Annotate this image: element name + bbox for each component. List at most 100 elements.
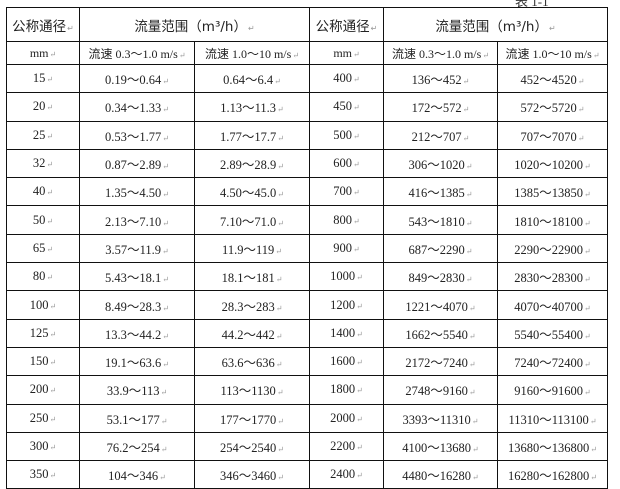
cell-flow-low-left: 0.34～1.33 xyxy=(79,92,195,122)
table-row: 15019.1～63.663.6～63616002172～72407240～72… xyxy=(6,346,608,377)
cell-flow-low-right: 1662～5540 xyxy=(383,318,498,348)
cell-flow-high-right: 16280～162800 xyxy=(497,460,608,489)
cell-flow-low-left: 104～346 xyxy=(79,460,195,489)
cell-flow-high-right: 2830～28300 xyxy=(497,262,608,292)
cell-dn-right: 1400 xyxy=(309,318,384,348)
cell-dn-right: 450 xyxy=(309,92,384,122)
cell-dn-right: 1000 xyxy=(309,262,384,292)
cell-flow-low-right: 849～2830 xyxy=(383,262,498,292)
cell-dn-left: 32 xyxy=(6,148,80,179)
cell-flow-high-left: 18.1～181 xyxy=(194,262,310,292)
header-dn-left: 公称通径 xyxy=(6,7,80,42)
cell-dn-right: 1200 xyxy=(309,290,384,320)
cell-dn-right: 600 xyxy=(309,148,384,179)
cell-flow-high-left: 4.50～45.0 xyxy=(194,177,310,207)
cell-flow-high-right: 452～4520 xyxy=(497,63,608,94)
cell-dn-left: 100 xyxy=(6,290,80,320)
cell-flow-high-left: 28.3～283 xyxy=(194,290,310,320)
cell-flow-low-right: 1221～4070 xyxy=(383,290,498,320)
cell-flow-high-left: 254～2540 xyxy=(194,431,310,462)
cell-flow-low-right: 3393～11310 xyxy=(383,403,498,433)
cell-dn-right: 2400 xyxy=(309,460,384,489)
cell-flow-low-right: 2172～7240 xyxy=(383,346,498,377)
cell-flow-low-left: 0.19～0.64 xyxy=(79,63,195,94)
table-caption: 表 1-1 xyxy=(515,0,549,9)
cell-flow-high-right: 4070～40700 xyxy=(497,290,608,320)
cell-flow-high-left: 0.64～6.4 xyxy=(194,63,310,94)
cell-flow-low-left: 0.87～2.89 xyxy=(79,148,195,179)
cell-flow-high-left: 1.13～11.3 xyxy=(194,92,310,122)
cell-flow-low-left: 5.43～18.1 xyxy=(79,262,195,292)
header-velocity-low-right: 流速 0.3～1.0 m/s xyxy=(383,41,498,65)
cell-dn-right: 400 xyxy=(309,63,384,94)
cell-flow-low-right: 306～1020 xyxy=(383,148,498,179)
cell-flow-high-left: 346～3460 xyxy=(194,460,310,489)
cell-flow-low-right: 4480～16280 xyxy=(383,460,498,489)
cell-flow-low-left: 53.1～177 xyxy=(79,403,195,433)
table-row: 1008.49～28.328.3～28312001221～40704070～40… xyxy=(6,290,608,320)
cell-flow-high-right: 7240～72400 xyxy=(497,346,608,377)
cell-dn-right: 1600 xyxy=(309,346,384,377)
table-row: 350104～346346～346024004480～1628016280～16… xyxy=(6,460,608,489)
cell-flow-low-right: 172～572 xyxy=(383,92,498,122)
cell-dn-right: 800 xyxy=(309,205,384,235)
cell-dn-left: 15 xyxy=(6,63,80,94)
cell-flow-low-left: 1.35～4.50 xyxy=(79,177,195,207)
cell-dn-left: 300 xyxy=(6,431,80,462)
cell-flow-low-left: 13.3～44.2 xyxy=(79,318,195,348)
cell-dn-left: 20 xyxy=(6,92,80,122)
cell-dn-left: 200 xyxy=(6,375,80,405)
cell-flow-high-right: 1385～13850 xyxy=(497,177,608,207)
cell-dn-left: 40 xyxy=(6,177,80,207)
header-flow-right: 流量范围（m³/h） xyxy=(383,7,608,42)
cell-dn-right: 2000 xyxy=(309,403,384,433)
table-row: 20033.9～113113～113018002748～91609160～916… xyxy=(6,375,608,405)
cell-flow-high-left: 44.2～442 xyxy=(194,318,310,348)
table-row: 320.87～2.892.89～28.9600306～10201020～1020… xyxy=(6,148,608,179)
cell-flow-low-left: 8.49～28.3 xyxy=(79,290,195,320)
cell-flow-low-left: 19.1～63.6 xyxy=(79,346,195,377)
header-flow-left: 流量范围（m³/h） xyxy=(79,7,310,42)
cell-flow-low-left: 3.57～11.9 xyxy=(79,233,195,264)
table-row: 12513.3～44.244.2～44214001662～55405540～55… xyxy=(6,318,608,348)
cell-flow-high-right: 9160～91600 xyxy=(497,375,608,405)
header-velocity-low-left: 流速 0.3～1.0 m/s xyxy=(79,41,195,65)
flow-range-table: 公称通径 流量范围（m³/h） 公称通径 流量范围（m³/h） mm 流速 0.… xyxy=(6,7,608,489)
cell-flow-high-left: 2.89～28.9 xyxy=(194,148,310,179)
cell-flow-low-right: 212～707 xyxy=(383,120,498,150)
cell-flow-high-left: 63.6～636 xyxy=(194,346,310,377)
cell-dn-left: 65 xyxy=(6,233,80,264)
cell-dn-left: 50 xyxy=(6,205,80,235)
cell-flow-high-left: 1.77～17.7 xyxy=(194,120,310,150)
cell-dn-right: 2200 xyxy=(309,431,384,462)
table-row: 25053.1～177177～177020003393～1131011310～1… xyxy=(6,403,608,433)
cell-flow-low-right: 2748～9160 xyxy=(383,375,498,405)
cell-dn-left: 80 xyxy=(6,262,80,292)
header-row-2: mm 流速 0.3～1.0 m/s 流速 1.0～10 m/s mm 流速 0.… xyxy=(6,41,608,65)
cell-flow-high-right: 13680～136800 xyxy=(497,431,608,462)
cell-flow-low-right: 543～1810 xyxy=(383,205,498,235)
table-row: 502.13～7.107.10～71.0800543～18101810～1810… xyxy=(6,205,608,235)
cell-flow-high-right: 707～7070 xyxy=(497,120,608,150)
cell-dn-left: 250 xyxy=(6,403,80,433)
cell-flow-high-left: 11.9～119 xyxy=(194,233,310,264)
cell-flow-low-left: 0.53～1.77 xyxy=(79,120,195,150)
table-row: 401.35～4.504.50～45.0700416～13851385～1385… xyxy=(6,177,608,207)
cell-dn-left: 125 xyxy=(6,318,80,348)
cell-flow-high-right: 11310～113100 xyxy=(497,403,608,433)
cell-flow-low-right: 687～2290 xyxy=(383,233,498,264)
cell-flow-low-left: 76.2～254 xyxy=(79,431,195,462)
table-row: 250.53～1.771.77～17.7500212～707707～7070 xyxy=(6,120,608,150)
cell-flow-high-right: 5540～55400 xyxy=(497,318,608,348)
cell-flow-high-right: 1020～10200 xyxy=(497,148,608,179)
table-row: 30076.2～254254～254022004100～1368013680～1… xyxy=(6,431,608,462)
cell-dn-left: 25 xyxy=(6,120,80,150)
cell-flow-high-right: 2290～22900 xyxy=(497,233,608,264)
cell-flow-low-left: 2.13～7.10 xyxy=(79,205,195,235)
cell-flow-high-left: 7.10～71.0 xyxy=(194,205,310,235)
cell-dn-right: 500 xyxy=(309,120,384,150)
table-row: 653.57～11.911.9～119900687～22902290～22900 xyxy=(6,233,608,264)
header-row-1: 公称通径 流量范围（m³/h） 公称通径 流量范围（m³/h） xyxy=(6,7,608,42)
cell-dn-right: 900 xyxy=(309,233,384,264)
cell-dn-left: 150 xyxy=(6,346,80,377)
